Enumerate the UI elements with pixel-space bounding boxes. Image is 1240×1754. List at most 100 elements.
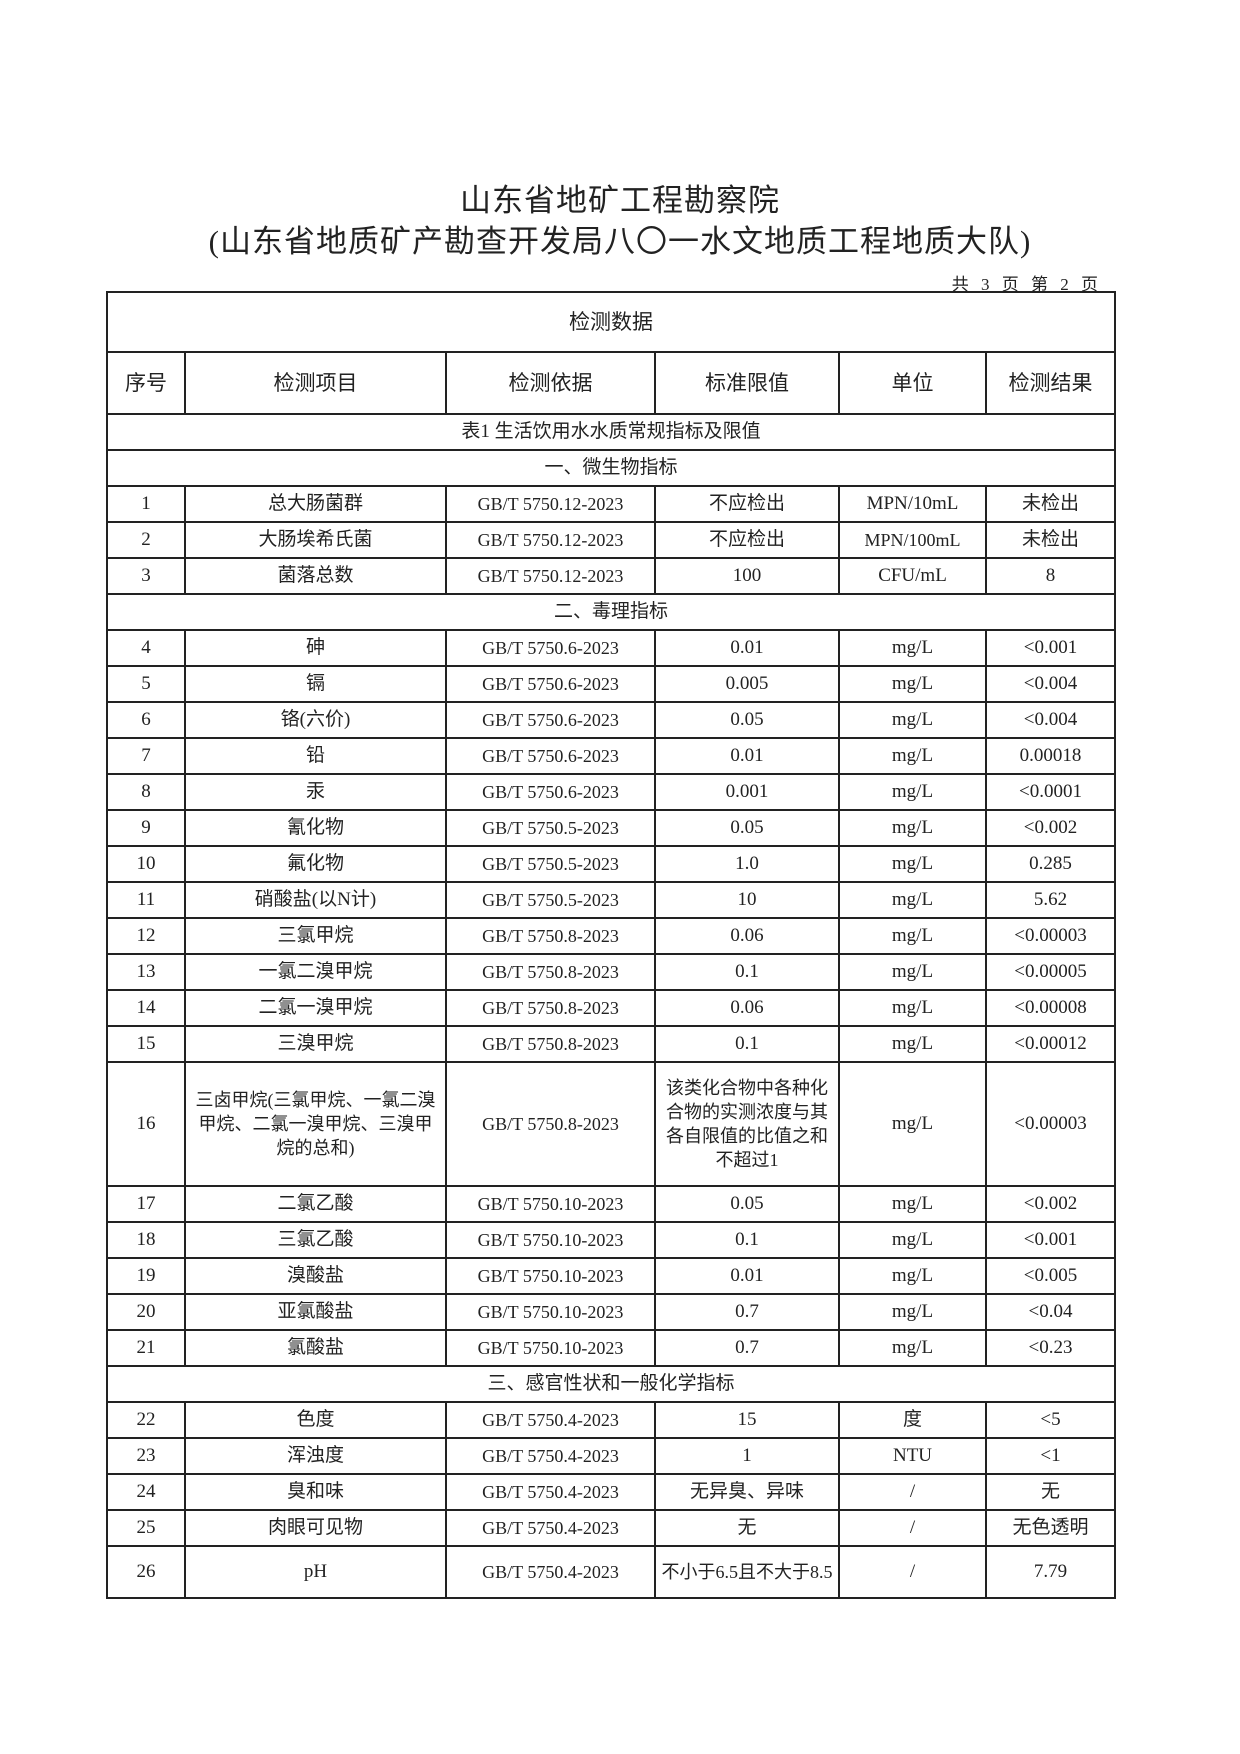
row-number: 5 xyxy=(106,665,186,703)
unit: MPN/10mL xyxy=(838,485,987,523)
standard-limit: 0.1 xyxy=(654,1025,840,1063)
test-result: <0.00003 xyxy=(984,1061,1117,1187)
unit: mg/L xyxy=(838,701,987,739)
test-result: <0.00005 xyxy=(984,953,1117,991)
test-method: GB/T 5750.10-2023 xyxy=(445,1185,656,1223)
standard-limit: 0.05 xyxy=(654,701,840,739)
standard-limit: 无 xyxy=(654,1509,840,1547)
column-header: 检测依据 xyxy=(445,351,656,415)
standard-limit: 0.005 xyxy=(654,665,840,703)
column-header: 检测结果 xyxy=(984,351,1117,415)
standard-limit: 该类化合物中各种化合物的实测浓度与其各自限值的比值之和不超过1 xyxy=(654,1061,840,1187)
row-number: 16 xyxy=(106,1061,186,1187)
table-row: 18 三氯乙酸 GB/T 5750.10-2023 0.1 mg/L <0.001 xyxy=(106,1221,1117,1259)
row-number: 4 xyxy=(106,629,186,667)
standard-limit: 0.01 xyxy=(654,737,840,775)
table-caption: 检测数据 xyxy=(105,291,1117,353)
test-item: 三氯甲烷 xyxy=(184,917,447,955)
row-number: 20 xyxy=(106,1293,186,1331)
test-result: 0.00018 xyxy=(984,737,1117,775)
test-item: 二氯一溴甲烷 xyxy=(184,989,447,1027)
row-number: 11 xyxy=(106,881,186,919)
table-row: 15 三溴甲烷 GB/T 5750.8-2023 0.1 mg/L <0.00012 xyxy=(106,1025,1117,1063)
row-number: 7 xyxy=(106,737,186,775)
unit: 度 xyxy=(838,1401,987,1439)
test-item: 色度 xyxy=(184,1401,447,1439)
row-number: 23 xyxy=(106,1437,186,1475)
table-row: 3 菌落总数 GB/T 5750.12-2023 100 CFU/mL 8 xyxy=(106,557,1117,595)
table-row: 16 三卤甲烷(三氯甲烷、一氯二溴甲烷、二氯一溴甲烷、三溴甲烷的总和) GB/T 5… xyxy=(106,1061,1117,1187)
test-item: 总大肠菌群 xyxy=(184,485,447,523)
test-item: 二氯乙酸 xyxy=(184,1185,447,1223)
test-item: 三溴甲烷 xyxy=(184,1025,447,1063)
test-item: 镉 xyxy=(184,665,447,703)
row-number: 10 xyxy=(106,845,186,883)
test-result: <0.002 xyxy=(984,1185,1117,1223)
section-title: 三、感官性状和一般化学指标 xyxy=(105,1365,1117,1403)
test-result: 无 xyxy=(984,1473,1117,1511)
test-result: <0.23 xyxy=(984,1329,1117,1367)
standard-limit: 0.06 xyxy=(654,989,840,1027)
row-number: 12 xyxy=(106,917,186,955)
standard-limit: 0.05 xyxy=(654,1185,840,1223)
page-info: 共 3 页 第 2 页 xyxy=(951,275,1102,294)
standard-limit: 不应检出 xyxy=(654,485,840,523)
unit: mg/L xyxy=(838,809,987,847)
test-result: <0.00003 xyxy=(984,917,1117,955)
unit: mg/L xyxy=(838,1257,987,1295)
table-row: 21 氯酸盐 GB/T 5750.10-2023 0.7 mg/L <0.23 xyxy=(106,1329,1117,1367)
table-row: 7 铅 GB/T 5750.6-2023 0.01 mg/L 0.00018 xyxy=(106,737,1117,775)
test-item: 浑浊度 xyxy=(184,1437,447,1475)
test-method: GB/T 5750.6-2023 xyxy=(445,737,656,775)
document-subtitle: (山东省地质矿产勘查开发局八〇一水文地质工程地质大队) xyxy=(208,224,1032,259)
column-header: 序号 xyxy=(106,351,186,415)
standard-limit: 0.01 xyxy=(654,1257,840,1295)
section-title: 二、毒理指标 xyxy=(105,593,1117,631)
standard-limit: 0.001 xyxy=(654,773,840,811)
test-result: 未检出 xyxy=(984,485,1117,523)
standard-limit: 10 xyxy=(654,881,840,919)
test-item: 硝酸盐(以N计) xyxy=(184,881,447,919)
row-number: 14 xyxy=(106,989,186,1027)
test-item: 大肠埃希氏菌 xyxy=(184,521,447,559)
data-table: 检测数据 序号 检测项目 检测依据 标准限值 单位 检测结果 表1 生活饮用水水质常规指标… xyxy=(105,291,1117,1599)
row-number: 18 xyxy=(106,1221,186,1259)
section-title: 一、微生物指标 xyxy=(105,449,1117,487)
unit: / xyxy=(838,1545,987,1599)
column-header: 单位 xyxy=(838,351,987,415)
test-item: 汞 xyxy=(184,773,447,811)
test-result: <0.0001 xyxy=(984,773,1117,811)
table-row: 5 镉 GB/T 5750.6-2023 0.005 mg/L <0.004 xyxy=(106,665,1117,703)
standard-limit: 0.06 xyxy=(654,917,840,955)
standard-limit: 0.1 xyxy=(654,953,840,991)
table-row: 19 溴酸盐 GB/T 5750.10-2023 0.01 mg/L <0.005 xyxy=(106,1257,1117,1295)
test-method: GB/T 5750.12-2023 xyxy=(445,521,656,559)
test-result: 无色透明 xyxy=(984,1509,1117,1547)
test-method: GB/T 5750.10-2023 xyxy=(445,1221,656,1259)
unit: NTU xyxy=(838,1437,987,1475)
test-result: <0.04 xyxy=(984,1293,1117,1331)
row-number: 24 xyxy=(106,1473,186,1511)
unit: mg/L xyxy=(838,1293,987,1331)
unit: mg/L xyxy=(838,1061,987,1187)
test-item: 铅 xyxy=(184,737,447,775)
table-row: 10 氟化物 GB/T 5750.5-2023 1.0 mg/L 0.285 xyxy=(106,845,1117,883)
test-method: GB/T 5750.5-2023 xyxy=(445,809,656,847)
table-row: 24 臭和味 GB/T 5750.4-2023 无异臭、异味 / 无 xyxy=(106,1473,1117,1511)
test-result: 8 xyxy=(984,557,1117,595)
standard-limit: 无异臭、异味 xyxy=(654,1473,840,1511)
test-method: GB/T 5750.8-2023 xyxy=(445,917,656,955)
standard-limit: 0.7 xyxy=(654,1293,840,1331)
test-method: GB/T 5750.12-2023 xyxy=(445,485,656,523)
unit: mg/L xyxy=(838,629,987,667)
test-item: 氟化物 xyxy=(184,845,447,883)
test-item: 一氯二溴甲烷 xyxy=(184,953,447,991)
test-item: 臭和味 xyxy=(184,1473,447,1511)
test-item: 氰化物 xyxy=(184,809,447,847)
table-row: 12 三氯甲烷 GB/T 5750.8-2023 0.06 mg/L <0.00003 xyxy=(106,917,1117,955)
table-row: 25 肉眼可见物 GB/T 5750.4-2023 无 / 无色透明 xyxy=(106,1509,1117,1547)
row-number: 19 xyxy=(106,1257,186,1295)
unit: / xyxy=(838,1509,987,1547)
test-result: <0.001 xyxy=(984,1221,1117,1259)
table-row: 20 亚氯酸盐 GB/T 5750.10-2023 0.7 mg/L <0.04 xyxy=(106,1293,1117,1331)
